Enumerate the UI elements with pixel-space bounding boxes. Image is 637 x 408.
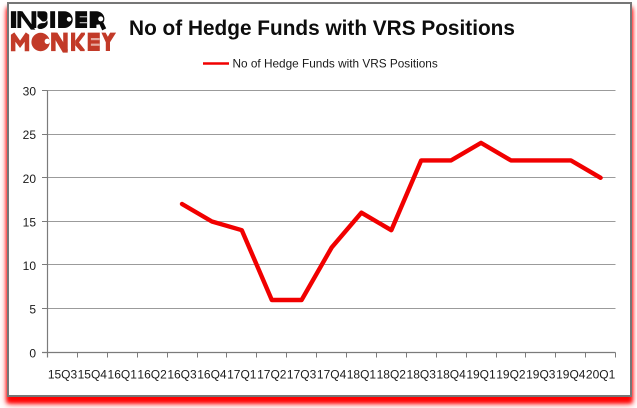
- svg-text:18Q4: 18Q4: [436, 368, 466, 382]
- svg-text:18Q2: 18Q2: [377, 368, 407, 382]
- svg-text:25: 25: [23, 128, 37, 142]
- svg-text:10: 10: [23, 259, 37, 273]
- svg-text:15Q4: 15Q4: [78, 368, 108, 382]
- svg-text:0: 0: [29, 346, 36, 360]
- svg-text:30: 30: [23, 85, 37, 99]
- svg-text:20: 20: [23, 172, 37, 186]
- svg-text:18Q1: 18Q1: [347, 368, 377, 382]
- svg-text:17Q2: 17Q2: [257, 368, 287, 382]
- svg-text:16Q2: 16Q2: [137, 368, 167, 382]
- svg-text:17Q3: 17Q3: [287, 368, 317, 382]
- svg-text:19Q3: 19Q3: [526, 368, 556, 382]
- svg-text:15Q3: 15Q3: [48, 368, 78, 382]
- svg-text:16Q3: 16Q3: [167, 368, 197, 382]
- svg-text:15: 15: [23, 215, 37, 229]
- svg-text:16Q1: 16Q1: [108, 368, 138, 382]
- svg-text:19Q4: 19Q4: [556, 368, 586, 382]
- svg-text:19Q2: 19Q2: [496, 368, 526, 382]
- svg-text:19Q1: 19Q1: [466, 368, 496, 382]
- svg-text:No of Hedge Funds with VRS Pos: No of Hedge Funds with VRS Positions: [233, 57, 438, 71]
- svg-text:18Q3: 18Q3: [407, 368, 437, 382]
- svg-text:17Q1: 17Q1: [227, 368, 257, 382]
- svg-text:16Q4: 16Q4: [197, 368, 227, 382]
- svg-text:5: 5: [29, 303, 36, 317]
- svg-text:17Q4: 17Q4: [317, 368, 347, 382]
- svg-text:20Q1: 20Q1: [586, 368, 616, 382]
- svg-text:No of Hedge Funds with VRS Pos: No of Hedge Funds with VRS Positions: [129, 17, 515, 40]
